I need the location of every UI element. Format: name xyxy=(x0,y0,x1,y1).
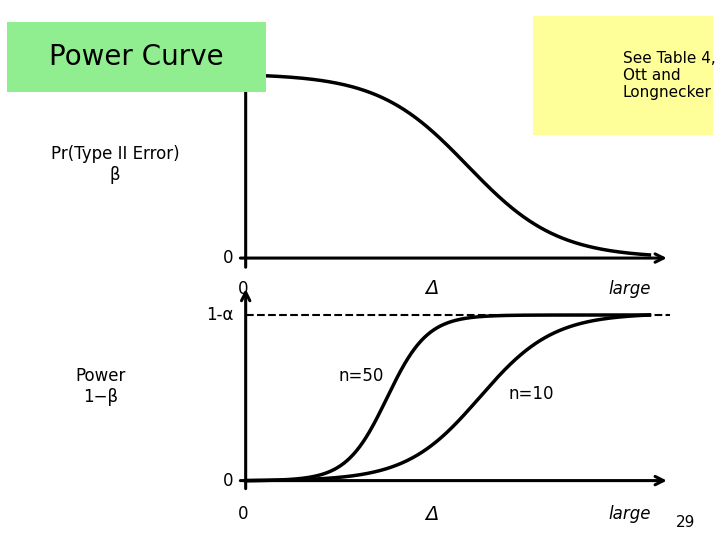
Text: large: large xyxy=(608,280,652,298)
Text: 1-α: 1-α xyxy=(206,306,233,324)
Text: n=50: n=50 xyxy=(338,367,384,385)
Text: 0: 0 xyxy=(223,249,233,267)
Text: 1-α: 1-α xyxy=(206,66,233,84)
Text: Power Curve: Power Curve xyxy=(50,43,224,71)
Text: large: large xyxy=(608,505,652,523)
Text: 0: 0 xyxy=(238,280,248,298)
Text: Pr(Type II Error)
β: Pr(Type II Error) β xyxy=(51,145,179,184)
Text: 0: 0 xyxy=(238,505,248,523)
Text: Δ: Δ xyxy=(426,504,438,524)
Text: Δ: Δ xyxy=(426,279,438,299)
Text: 29: 29 xyxy=(675,515,695,530)
Text: 0: 0 xyxy=(223,471,233,490)
Text: Power
1−β: Power 1−β xyxy=(76,367,126,406)
Text: n=10: n=10 xyxy=(508,385,554,403)
Text: See Table 4,
Ott and
Longnecker: See Table 4, Ott and Longnecker xyxy=(623,51,716,100)
